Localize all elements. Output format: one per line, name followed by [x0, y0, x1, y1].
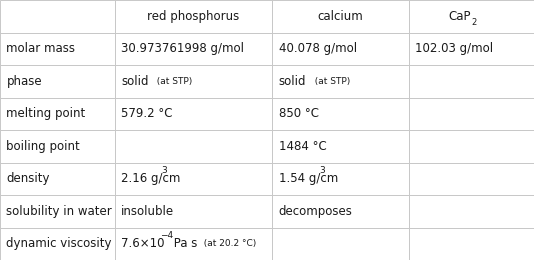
Bar [409, 98, 534, 130]
Bar [272, 32, 409, 65]
Text: 40.078 g/mol: 40.078 g/mol [279, 42, 357, 55]
Text: 1.54 g/cm: 1.54 g/cm [279, 172, 338, 185]
Bar [0, 195, 115, 228]
Text: Pa s: Pa s [170, 237, 197, 250]
Bar [409, 0, 534, 32]
Text: 7.6×10: 7.6×10 [121, 237, 164, 250]
Text: solubility in water: solubility in water [6, 205, 112, 218]
Bar [272, 65, 409, 98]
Text: solid: solid [121, 75, 148, 88]
Bar [115, 195, 272, 228]
Text: insoluble: insoluble [121, 205, 174, 218]
Bar [409, 228, 534, 260]
Text: phase: phase [6, 75, 42, 88]
Bar [272, 0, 409, 32]
Bar [272, 98, 409, 130]
Bar [272, 195, 409, 228]
Bar [115, 162, 272, 195]
Text: 3: 3 [161, 166, 167, 175]
Bar [0, 98, 115, 130]
Text: −4: −4 [160, 231, 174, 240]
Text: density: density [6, 172, 50, 185]
Text: red phosphorus: red phosphorus [147, 10, 240, 23]
Bar [115, 32, 272, 65]
Bar [409, 32, 534, 65]
Bar [115, 130, 272, 162]
Bar [115, 0, 272, 32]
Text: (at STP): (at STP) [309, 77, 350, 86]
Text: solid: solid [279, 75, 306, 88]
Text: 102.03 g/mol: 102.03 g/mol [415, 42, 493, 55]
Text: dynamic viscosity: dynamic viscosity [6, 237, 112, 250]
Text: boiling point: boiling point [6, 140, 80, 153]
Bar [272, 228, 409, 260]
Bar [0, 65, 115, 98]
Text: (at STP): (at STP) [151, 77, 192, 86]
Bar [115, 65, 272, 98]
Text: 2.16 g/cm: 2.16 g/cm [121, 172, 180, 185]
Bar [0, 130, 115, 162]
Text: calcium: calcium [318, 10, 363, 23]
Text: 579.2 °C: 579.2 °C [121, 107, 172, 120]
Text: 850 °C: 850 °C [279, 107, 319, 120]
Bar [272, 162, 409, 195]
Bar [409, 195, 534, 228]
Text: CaP: CaP [449, 10, 472, 23]
Text: 2: 2 [472, 18, 476, 27]
Text: melting point: melting point [6, 107, 85, 120]
Text: (at 20.2 °C): (at 20.2 °C) [198, 239, 256, 248]
Bar [115, 98, 272, 130]
Text: 3: 3 [319, 166, 325, 175]
Text: molar mass: molar mass [6, 42, 75, 55]
Text: 30.973761998 g/mol: 30.973761998 g/mol [121, 42, 244, 55]
Bar [409, 65, 534, 98]
Bar [409, 130, 534, 162]
Bar [0, 32, 115, 65]
Bar [115, 228, 272, 260]
Text: 1484 °C: 1484 °C [279, 140, 326, 153]
Bar [272, 130, 409, 162]
Bar [0, 0, 115, 32]
Bar [0, 162, 115, 195]
Bar [409, 162, 534, 195]
Bar [0, 228, 115, 260]
Text: decomposes: decomposes [279, 205, 352, 218]
